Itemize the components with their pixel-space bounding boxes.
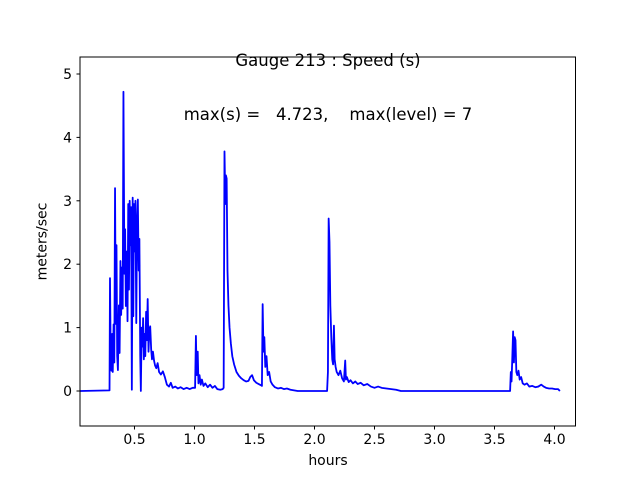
y-axis-ticks: 0 1 2 3 4 5 (63, 67, 80, 400)
chart-subtitle: max(s) = 4.723, max(level) = 7 (183, 105, 473, 124)
x-tick-label: 2.5 (363, 432, 385, 448)
x-axis-ticks: 0.5 1.0 1.5 2.0 2.5 3.0 3.5 4.0 (123, 426, 566, 448)
x-axis-label: hours (308, 453, 348, 469)
x-tick-label: 3.0 (423, 432, 445, 448)
y-tick-label: 1 (63, 321, 72, 337)
title-block: Gauge 213 : Speed (s) max(s) = 4.723, ma… (80, 16, 576, 160)
y-tick-label: 5 (63, 67, 72, 83)
x-tick-label: 0.5 (123, 432, 145, 448)
y-tick-label: 4 (63, 130, 72, 146)
speed-line (80, 90, 561, 392)
x-tick-label: 1.0 (183, 432, 205, 448)
x-tick-label: 2.0 (303, 432, 325, 448)
x-tick-label: 3.5 (483, 432, 505, 448)
x-tick-label: 1.5 (243, 432, 265, 448)
y-tick-label: 0 (63, 384, 72, 400)
x-tick-label: 4.0 (543, 432, 565, 448)
y-tick-label: 2 (63, 257, 72, 273)
y-tick-label: 3 (63, 194, 72, 210)
chart-title: Gauge 213 : Speed (s) (235, 51, 421, 70)
y-axis-label: meters/sec (34, 202, 51, 281)
